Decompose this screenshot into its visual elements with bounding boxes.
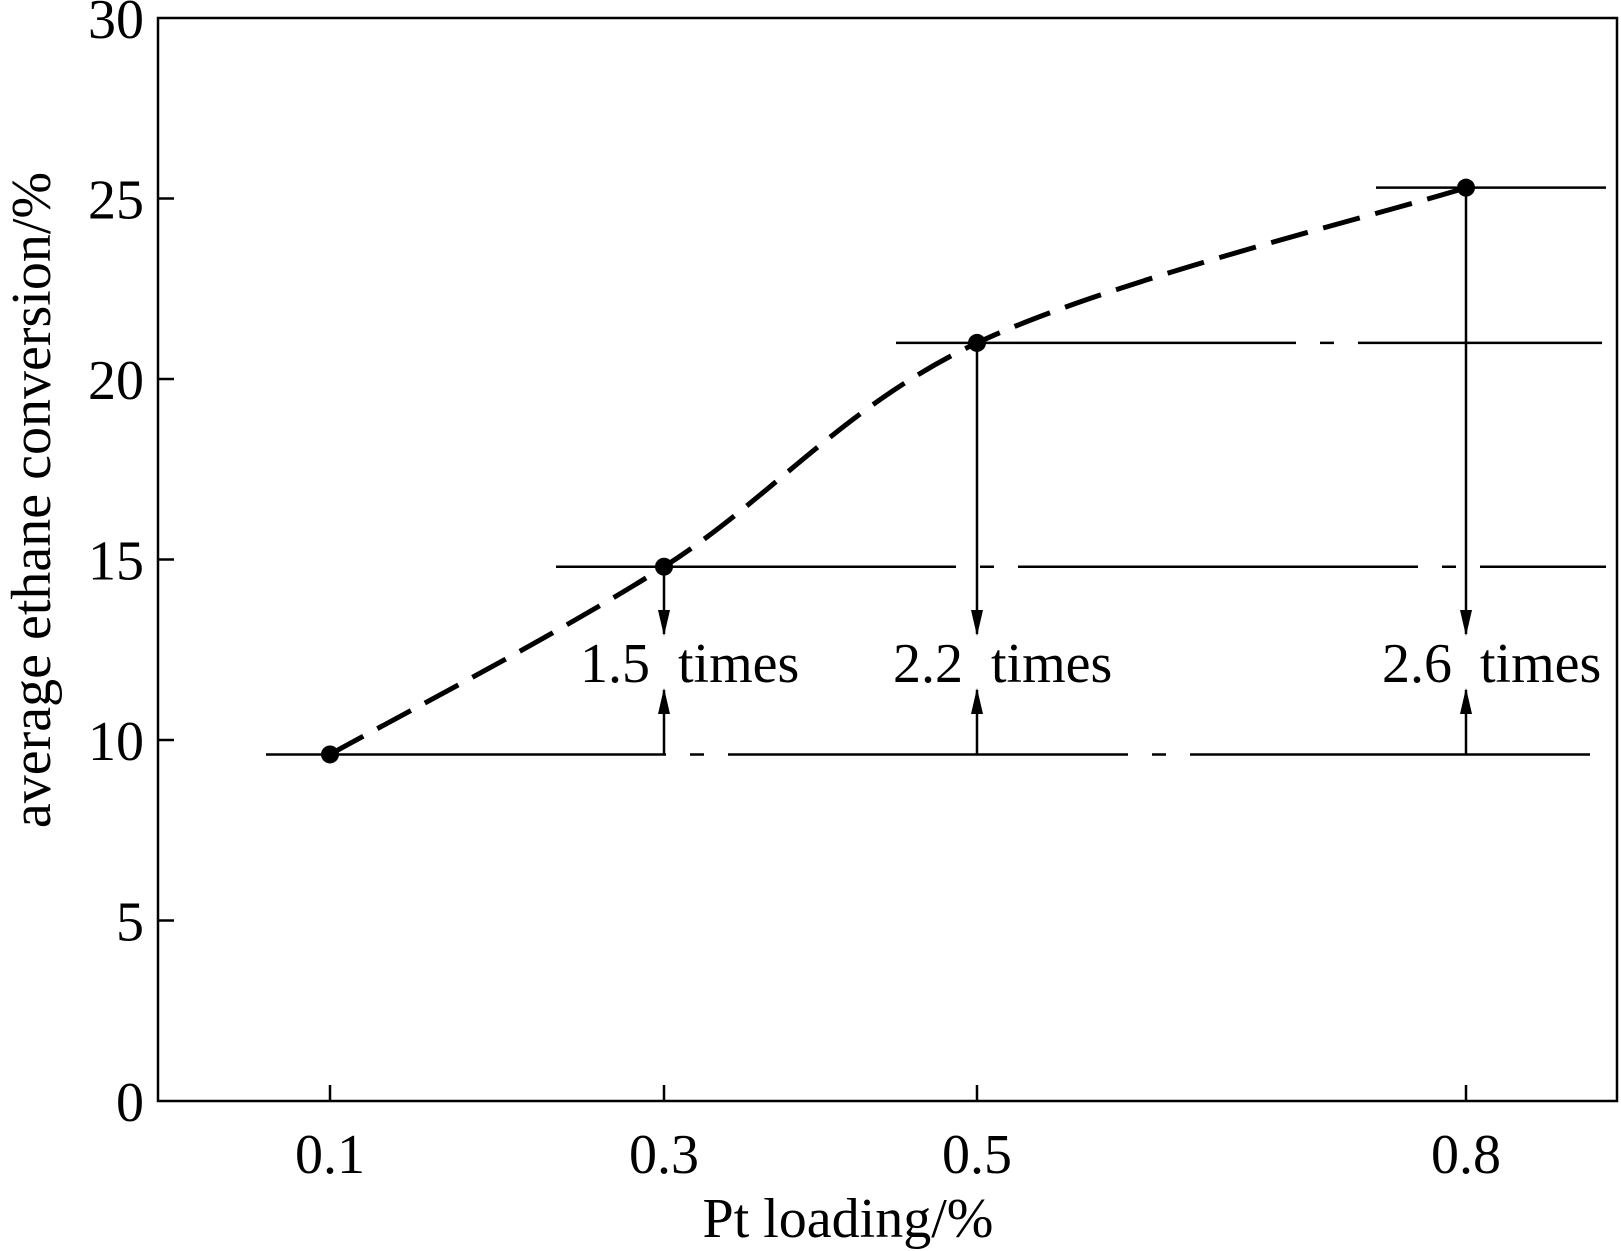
data-point	[321, 745, 339, 764]
annotation-times-label: times	[1480, 633, 1601, 695]
annotation-arrowhead	[658, 688, 670, 714]
y-tick-label: 30	[88, 0, 144, 51]
annotation-arrowhead	[658, 610, 670, 636]
data-point	[968, 333, 986, 352]
y-tick-label: 5	[116, 892, 144, 954]
y-axis-label: average ethane conversion/%	[1, 172, 63, 828]
annotation-times-label: times	[991, 633, 1112, 695]
series-layer	[321, 178, 1475, 764]
x-tick-label: 0.8	[1431, 1124, 1501, 1186]
y-tick-label: 20	[88, 350, 144, 412]
y-tick-label: 25	[88, 170, 144, 232]
data-point	[655, 557, 673, 576]
annotation-ratio-label: 2.2	[893, 633, 963, 695]
annotation-ratio-label: 1.5	[580, 633, 650, 695]
x-axis-label: Pt loading/%	[703, 1188, 994, 1250]
x-tick-label: 0.5	[942, 1124, 1012, 1186]
annotations: 1.5 times 2.2 times 2.6 times	[580, 187, 1601, 755]
annotation-arrowhead	[1460, 610, 1472, 636]
annotation-ratio-label: 2.6	[1382, 633, 1452, 695]
x-tick-label: 0.3	[629, 1124, 699, 1186]
series-line	[328, 185, 1467, 757]
plot-frame	[156, 16, 1619, 1103]
x-tick-label: 0.1	[295, 1124, 365, 1186]
data-point	[1457, 178, 1475, 197]
y-tick-label: 15	[88, 531, 144, 593]
y-tick-label: 0	[116, 1072, 144, 1134]
axes: 0 5 10 15 20 25 30 0.1 0.3 0.5 0.8	[88, 0, 1501, 1186]
annotation-arrowhead	[971, 688, 983, 714]
reference-lines	[266, 186, 1606, 756]
y-tick-label: 10	[88, 711, 144, 773]
annotation-arrowhead	[1460, 688, 1472, 714]
annotation-arrowhead	[971, 610, 983, 636]
annotation-times-label: times	[678, 633, 799, 695]
